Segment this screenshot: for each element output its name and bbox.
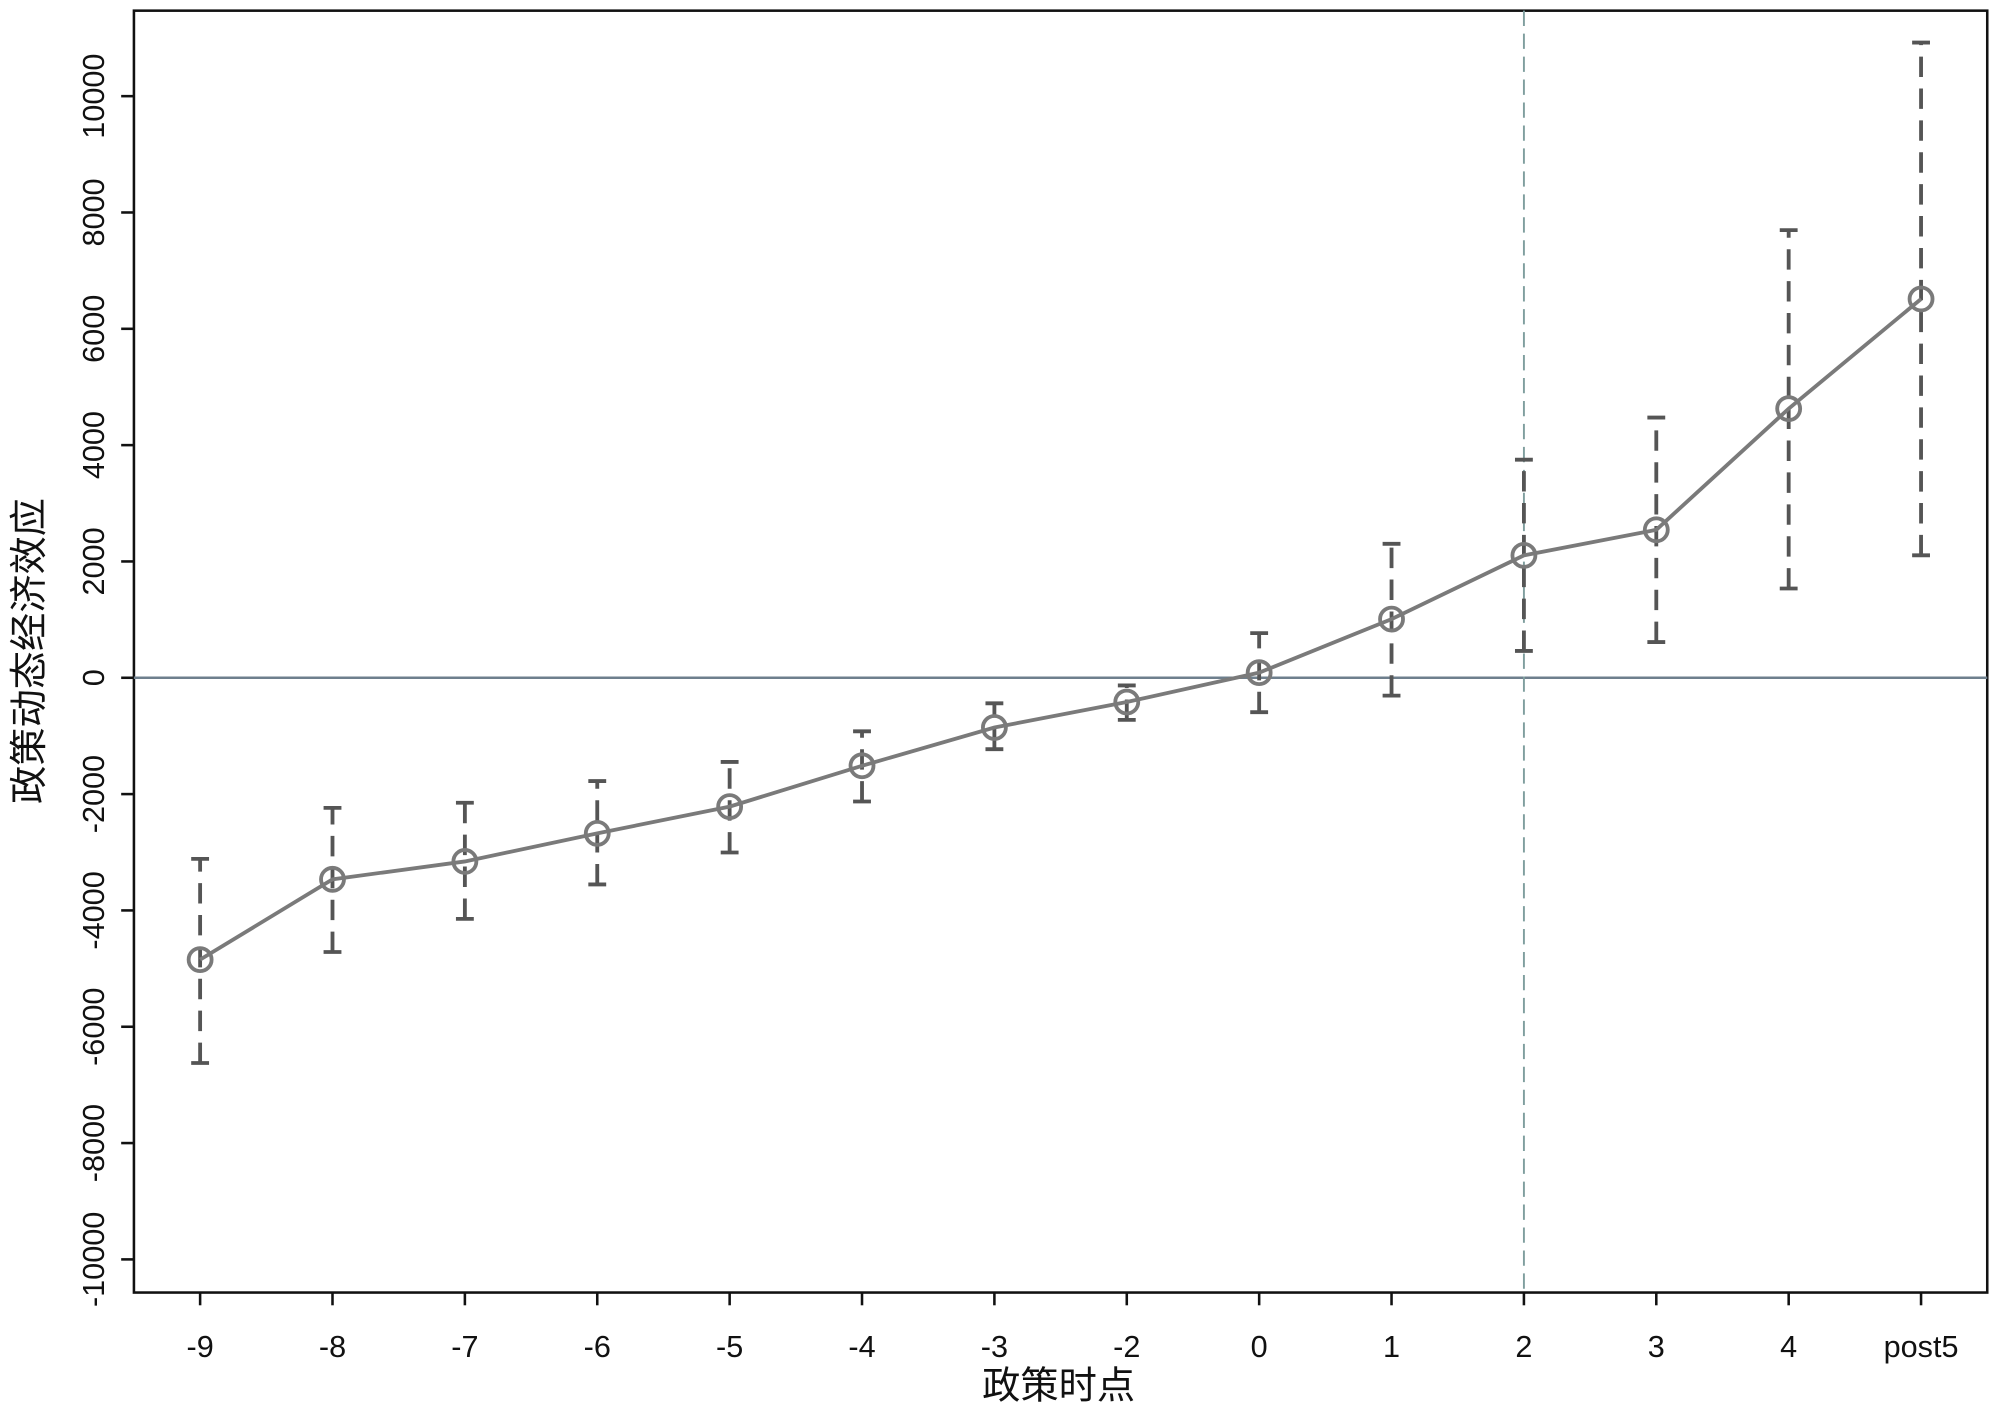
- x-tick-label: -4: [848, 1330, 875, 1364]
- estimate-point: [1378, 605, 1405, 633]
- error-bar: [191, 856, 210, 1065]
- error-bar: [985, 701, 1004, 752]
- error-bar: [455, 800, 474, 921]
- estimate-point: [1775, 395, 1803, 423]
- estimate-point: [1510, 541, 1538, 569]
- y-tick-label: -8000: [77, 1104, 111, 1182]
- estimate-point: [583, 819, 611, 847]
- estimate-point: [1907, 285, 1935, 313]
- y-tick-label: -4000: [77, 871, 111, 949]
- x-tick-label: 2: [1515, 1330, 1532, 1364]
- x-tick-label: 1: [1383, 1330, 1400, 1364]
- x-tick-label: -8: [319, 1330, 346, 1364]
- x-tick-label: 4: [1780, 1330, 1797, 1364]
- x-tick-label: post5: [1884, 1330, 1959, 1364]
- x-tick-label: 0: [1251, 1330, 1268, 1364]
- estimate-point: [1113, 688, 1141, 716]
- y-tick-label: 0: [77, 669, 111, 686]
- estimate-point: [848, 752, 876, 780]
- y-tick-label: 10000: [77, 54, 111, 139]
- plot-frame: [132, 9, 1989, 1294]
- x-tick-label: -6: [584, 1330, 611, 1364]
- estimate-point: [716, 793, 744, 820]
- estimate-point: [981, 714, 1008, 741]
- x-tick-label: -5: [716, 1330, 743, 1364]
- error-bar: [1514, 457, 1533, 653]
- estimate-point: [1245, 659, 1273, 687]
- x-axis-title: 政策时点: [982, 1364, 1135, 1407]
- y-tick-label: -10000: [77, 1212, 111, 1307]
- y-axis-title: 政策动态经济效应: [8, 498, 51, 804]
- estimate-line: [199, 297, 1923, 962]
- y-tick-label: 2000: [77, 527, 111, 595]
- estimate-point: [186, 946, 214, 974]
- x-tick-label: 3: [1648, 1330, 1665, 1364]
- y-tick-label: -6000: [77, 988, 111, 1066]
- x-tick-label: -3: [981, 1330, 1008, 1364]
- estimate-point: [1642, 516, 1670, 544]
- x-tick-label: -7: [451, 1330, 478, 1364]
- y-tick-label: 8000: [77, 178, 111, 246]
- y-tick-label: -2000: [77, 755, 111, 833]
- x-tick-label: -2: [1113, 1330, 1140, 1364]
- estimate-point: [451, 848, 479, 875]
- estimate-point: [319, 865, 346, 893]
- y-tick-label: 4000: [77, 411, 111, 479]
- x-tick-label: -9: [187, 1330, 214, 1364]
- y-tick-label: 6000: [77, 295, 111, 363]
